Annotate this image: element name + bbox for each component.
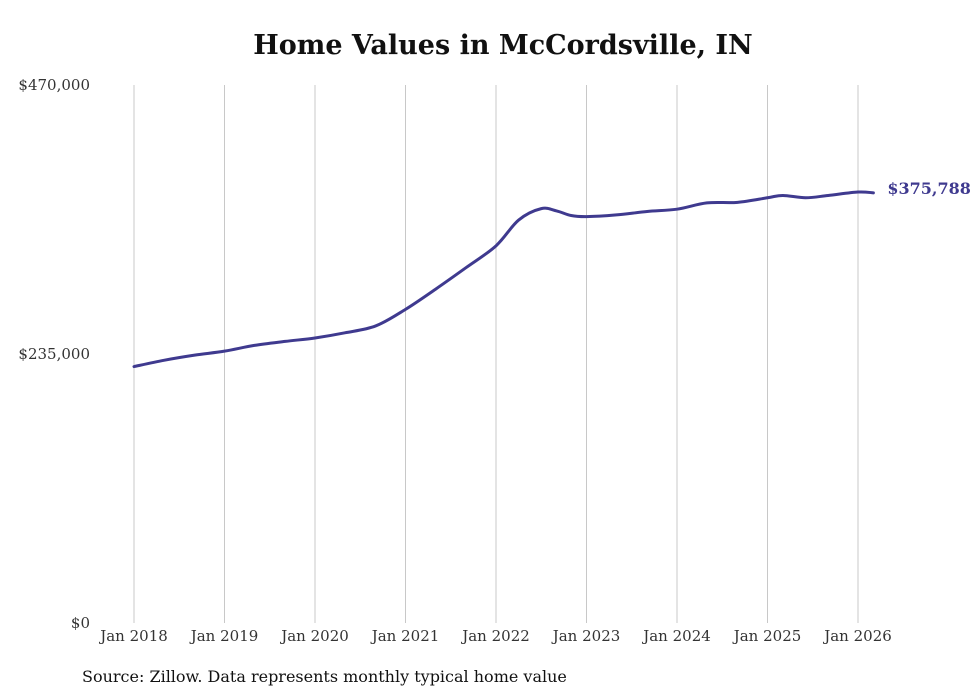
y-tick-label: $235,000 bbox=[18, 345, 90, 363]
x-tick-label: Jan 2022 bbox=[460, 627, 530, 645]
chart-title: Home Values in McCordsville, IN bbox=[253, 30, 753, 61]
x-tick-label: Jan 2020 bbox=[279, 627, 349, 645]
x-tick-label: Jan 2024 bbox=[641, 627, 711, 645]
y-axis-tick-labels: $0 $235,000 $470,000 bbox=[18, 76, 90, 632]
x-tick-label: Jan 2021 bbox=[370, 627, 440, 645]
x-axis-tick-labels: Jan 2018 Jan 2019 Jan 2020 Jan 2021 Jan 2022… bbox=[98, 627, 892, 645]
series-group: $375,788 bbox=[132, 179, 971, 369]
y-tick-label: $470,000 bbox=[18, 76, 90, 94]
series-line bbox=[132, 190, 875, 369]
x-tick-label: Jan 2023 bbox=[551, 627, 621, 645]
source-note: Source: Zillow. Data represents monthly … bbox=[82, 667, 567, 686]
x-tick-label: Jan 2018 bbox=[98, 627, 168, 645]
y-tick-label: $0 bbox=[71, 614, 90, 632]
x-tick-label: Jan 2025 bbox=[732, 627, 802, 645]
x-tick-label: Jan 2026 bbox=[822, 627, 892, 645]
series-end-label: $375,788 bbox=[887, 179, 971, 198]
x-tick-label: Jan 2019 bbox=[189, 627, 259, 645]
gridlines bbox=[133, 85, 859, 623]
